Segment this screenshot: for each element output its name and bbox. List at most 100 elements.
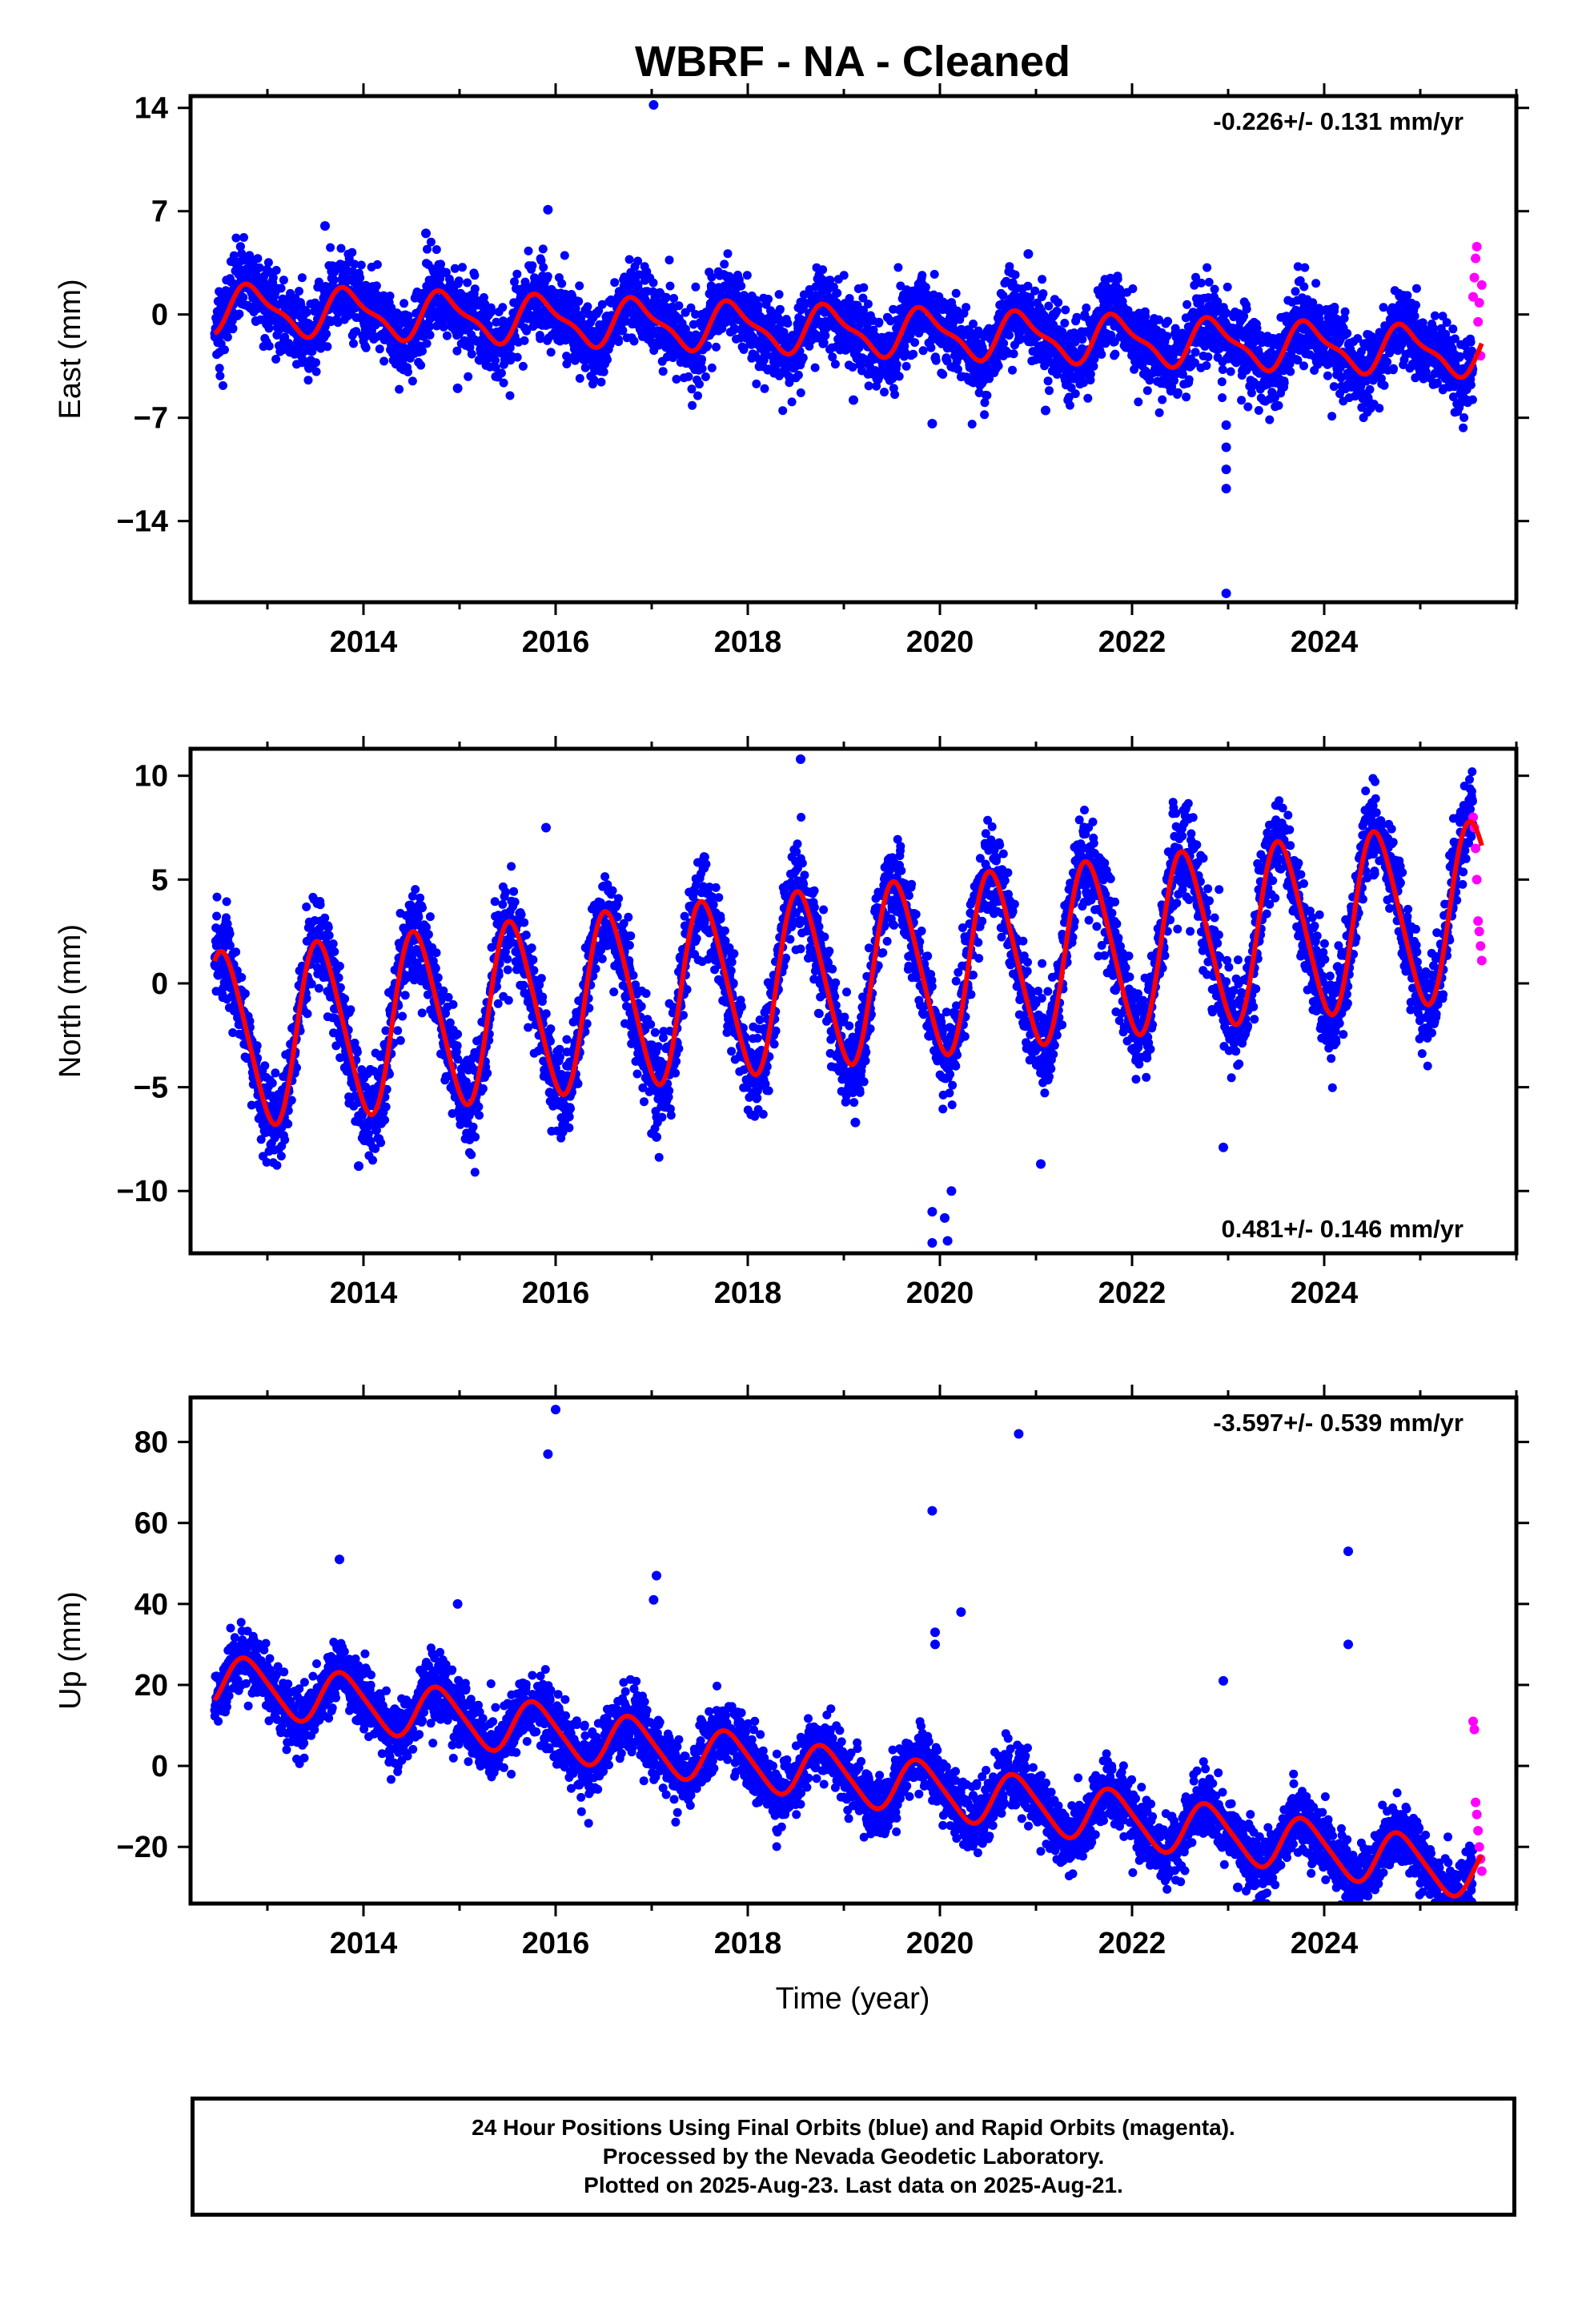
final-point: [264, 341, 274, 351]
final-point: [1060, 319, 1070, 328]
final-point: [239, 293, 248, 302]
final-point: [439, 322, 448, 332]
final-point: [463, 278, 472, 287]
final-point: [387, 303, 396, 312]
final-point: [863, 300, 873, 309]
final-point: [458, 263, 467, 272]
final-point: [575, 374, 584, 383]
final-point: [775, 304, 785, 314]
final-point: [436, 259, 445, 269]
final-point: [1411, 300, 1420, 310]
final-point: [308, 344, 317, 353]
final-point: [980, 410, 990, 420]
final-outlier-point: [320, 221, 330, 231]
final-point: [336, 243, 346, 253]
final-point: [467, 349, 476, 359]
final-point: [276, 1152, 286, 1161]
final-point: [729, 324, 739, 333]
final-point: [1383, 357, 1392, 367]
final-point: [599, 367, 608, 376]
final-point: [998, 291, 1008, 300]
y-tick-label: 14: [135, 92, 168, 126]
final-point: [220, 345, 229, 355]
final-point: [954, 364, 962, 374]
final-point: [674, 301, 684, 311]
final-point: [909, 349, 918, 359]
final-point: [774, 290, 784, 300]
final-outlier-point: [927, 419, 938, 429]
final-point: [810, 363, 820, 372]
final-point: [760, 384, 769, 393]
final-point: [333, 318, 343, 328]
final-point: [450, 263, 460, 273]
final-point: [271, 266, 281, 275]
final-point: [1254, 406, 1263, 415]
final-point: [1038, 289, 1048, 299]
final-point: [1299, 361, 1308, 371]
final-point: [236, 242, 245, 251]
final-point: [830, 360, 840, 369]
final-outlier-point: [1023, 249, 1034, 259]
final-point: [520, 336, 529, 345]
final-point: [356, 260, 366, 270]
final-point: [1466, 380, 1476, 390]
final-point: [268, 273, 278, 283]
final-point: [1243, 402, 1253, 412]
final-point: [712, 342, 721, 352]
final-point: [371, 281, 381, 291]
rapid-point: [1476, 279, 1487, 290]
final-point: [918, 346, 928, 356]
final-point: [267, 1079, 277, 1088]
final-point: [669, 294, 679, 303]
final-point: [614, 337, 624, 347]
final-point: [302, 308, 311, 317]
final-point: [452, 346, 462, 356]
final-point: [222, 897, 231, 907]
final-outlier-point: [1041, 405, 1050, 416]
final-point: [686, 303, 696, 312]
final-orbit-points: [210, 100, 1478, 598]
final-point: [329, 275, 339, 285]
final-point: [442, 331, 452, 340]
y-tick-label: 7: [151, 195, 168, 229]
final-point: [1008, 365, 1017, 375]
final-point: [311, 367, 321, 376]
y-tick-label: 0: [151, 299, 168, 332]
final-point: [314, 277, 323, 287]
final-point: [479, 293, 488, 302]
final-point: [859, 283, 869, 292]
final-point: [753, 301, 763, 311]
final-point: [499, 378, 508, 388]
final-point: [524, 246, 533, 255]
final-point: [833, 288, 842, 298]
final-point: [361, 343, 371, 352]
final-point: [926, 343, 936, 352]
final-point: [707, 272, 717, 282]
final-point: [536, 334, 545, 344]
final-point: [693, 391, 702, 400]
final-point: [231, 947, 241, 957]
final-point: [470, 271, 480, 280]
final-point: [1173, 388, 1182, 397]
final-point: [821, 331, 830, 340]
final-point: [1184, 375, 1194, 384]
final-point: [629, 336, 639, 346]
final-point: [618, 326, 628, 336]
final-point: [349, 339, 358, 348]
final-point: [1448, 324, 1458, 334]
final-point: [589, 375, 599, 384]
final-point: [323, 342, 332, 352]
final-point: [890, 390, 900, 400]
final-orbit-points: [210, 754, 1478, 1248]
final-point: [1005, 331, 1014, 340]
final-point: [223, 332, 232, 342]
final-point: [737, 281, 746, 291]
final-point: [1274, 400, 1283, 410]
final-point: [910, 338, 920, 348]
final-point: [695, 380, 704, 389]
final-point: [484, 320, 493, 330]
final-point: [839, 271, 849, 280]
final-point: [536, 255, 546, 265]
